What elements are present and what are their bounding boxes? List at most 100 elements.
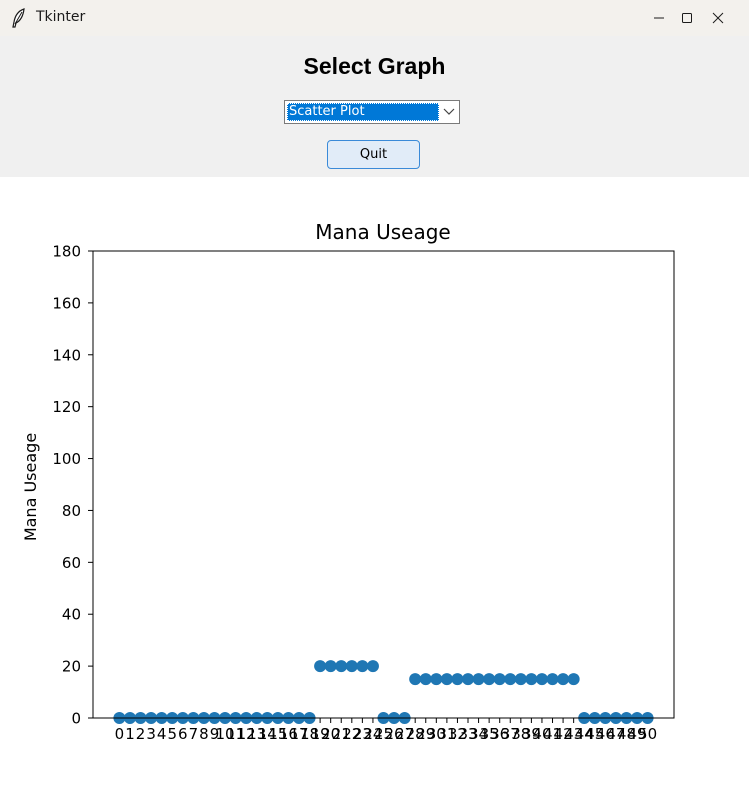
- x-tick-label: 7: [189, 725, 199, 743]
- maximize-button[interactable]: [659, 0, 715, 36]
- x-tick-label: 39: [522, 725, 541, 743]
- data-point: [366, 660, 379, 673]
- x-tick-label: 23: [353, 725, 372, 743]
- y-tick-label: 160: [52, 294, 81, 312]
- x-tick-label: 37: [501, 725, 520, 743]
- x-tick-label: 5: [167, 725, 177, 743]
- data-point: [335, 660, 348, 673]
- data-point: [462, 673, 475, 686]
- y-tick-label: 0: [71, 710, 81, 728]
- data-point: [419, 673, 432, 686]
- quit-button[interactable]: Quit: [327, 140, 420, 169]
- x-tick-label: 10: [215, 725, 234, 743]
- data-point: [514, 673, 527, 686]
- x-tick-label: 49: [627, 725, 646, 743]
- x-tick-label: 27: [395, 725, 414, 743]
- minimize-button[interactable]: [631, 0, 687, 36]
- data-point: [440, 673, 453, 686]
- control-panel: Select Graph Scatter Plot Quit: [0, 36, 749, 177]
- x-axis-ticks: 0 1 2 3 4 5 6 7 8 9101112131415161718192021222324…: [115, 718, 657, 743]
- maximize-icon: [682, 13, 692, 23]
- minimize-icon: [654, 17, 664, 19]
- chart-title: Mana Useage: [315, 220, 450, 244]
- x-tick-label: 9: [210, 725, 220, 743]
- feather-icon: [12, 8, 25, 28]
- title-bar: Tkinter: [0, 0, 749, 36]
- data-point: [324, 660, 337, 673]
- data-point: [567, 673, 580, 686]
- y-axis-label: Mana Useage: [21, 433, 40, 541]
- x-tick-label: 21: [332, 725, 351, 743]
- x-tick-label: 2: [136, 725, 146, 743]
- data-point: [409, 673, 422, 686]
- x-tick-label: 41: [543, 725, 562, 743]
- x-tick-label: 42: [554, 725, 573, 743]
- x-tick-label: 50: [638, 725, 657, 743]
- x-tick-label: 22: [342, 725, 361, 743]
- x-tick-label: 26: [385, 725, 404, 743]
- window-title: Tkinter: [36, 9, 86, 25]
- x-tick-label: 1: [125, 725, 135, 743]
- x-tick-label: 0: [115, 725, 125, 743]
- x-tick-label: 32: [448, 725, 467, 743]
- x-tick-label: 6: [178, 725, 188, 743]
- data-point: [472, 673, 485, 686]
- x-tick-label: 16: [279, 725, 298, 743]
- x-tick-label: 45: [585, 725, 604, 743]
- data-point: [535, 673, 548, 686]
- y-tick-label: 140: [52, 346, 81, 364]
- x-tick-label: 3: [146, 725, 156, 743]
- x-tick-label: 44: [575, 725, 594, 743]
- data-point: [525, 673, 538, 686]
- x-tick-label: 19: [311, 725, 330, 743]
- x-tick-label: 11: [226, 725, 245, 743]
- data-point: [314, 660, 327, 673]
- x-tick-label: 40: [532, 725, 551, 743]
- x-tick-label: 34: [469, 725, 488, 743]
- scatter-chart: Mana Useage Mana Useage 0204060801001201…: [21, 220, 675, 743]
- dropdown-selected-value: Scatter Plot: [287, 103, 439, 121]
- data-point: [557, 673, 570, 686]
- data-point: [483, 673, 496, 686]
- x-tick-label: 28: [406, 725, 425, 743]
- x-tick-label: 17: [289, 725, 308, 743]
- x-tick-label: 15: [268, 725, 287, 743]
- x-tick-label: 13: [247, 725, 266, 743]
- x-tick-label: 29: [416, 725, 435, 743]
- data-point: [430, 673, 443, 686]
- close-button[interactable]: [690, 0, 746, 36]
- x-tick-label: 8: [199, 725, 209, 743]
- x-tick-label: 20: [321, 725, 340, 743]
- x-tick-label: 33: [458, 725, 477, 743]
- y-tick-label: 80: [62, 502, 81, 520]
- data-point: [504, 673, 517, 686]
- x-tick-label: 4: [157, 725, 167, 743]
- x-tick-label: 14: [258, 725, 277, 743]
- x-tick-label: 36: [490, 725, 509, 743]
- page-title: Select Graph: [303, 53, 446, 79]
- x-tick-label: 25: [374, 725, 393, 743]
- x-tick-label: 24: [363, 725, 382, 743]
- data-point: [356, 660, 369, 673]
- x-tick-label: 35: [480, 725, 499, 743]
- data-point: [345, 660, 358, 673]
- y-tick-label: 60: [62, 554, 81, 572]
- y-tick-label: 120: [52, 398, 81, 416]
- x-tick-label: 18: [300, 725, 319, 743]
- x-tick-label: 12: [237, 725, 256, 743]
- y-tick-label: 40: [62, 606, 81, 624]
- x-tick-label: 47: [606, 725, 625, 743]
- x-tick-label: 46: [596, 725, 615, 743]
- x-tick-label: 43: [564, 725, 583, 743]
- y-tick-label: 180: [52, 243, 81, 261]
- close-icon: [712, 12, 724, 24]
- data-point: [493, 673, 506, 686]
- scatter-points: [113, 660, 654, 724]
- x-tick-label: 38: [511, 725, 530, 743]
- graph-type-dropdown[interactable]: Scatter Plot: [284, 100, 460, 124]
- plot-area: [92, 250, 675, 719]
- x-tick-label: 48: [617, 725, 636, 743]
- data-point: [451, 673, 464, 686]
- y-tick-label: 100: [52, 450, 81, 468]
- x-tick-label: 30: [427, 725, 446, 743]
